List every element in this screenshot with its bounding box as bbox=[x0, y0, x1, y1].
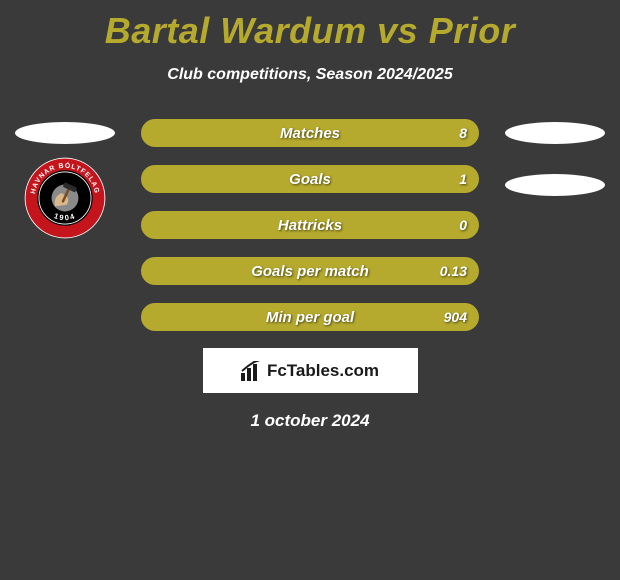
stat-value: 904 bbox=[444, 309, 467, 325]
stat-row: Matches 8 bbox=[140, 118, 480, 148]
stat-bars: Matches 8 Goals 1 Hattricks 0 Goals per … bbox=[140, 118, 480, 332]
stat-label: Min per goal bbox=[266, 309, 354, 326]
brand-text: FcTables.com bbox=[267, 361, 379, 381]
comparison-content: HAVNAR BÓLTFELAG 1904 bbox=[0, 118, 620, 431]
page-title: Bartal Wardum vs Prior bbox=[0, 0, 620, 52]
stat-label: Goals bbox=[289, 171, 331, 188]
stat-label: Goals per match bbox=[251, 263, 369, 280]
page-subtitle: Club competitions, Season 2024/2025 bbox=[0, 66, 620, 84]
stat-value: 8 bbox=[459, 125, 467, 141]
left-side-badges: HAVNAR BÓLTFELAG 1904 bbox=[10, 118, 120, 240]
stat-row: Goals per match 0.13 bbox=[140, 256, 480, 286]
stat-value: 0.13 bbox=[440, 263, 467, 279]
stat-row: Min per goal 904 bbox=[140, 302, 480, 332]
bar-chart-icon bbox=[241, 361, 263, 381]
stat-value: 1 bbox=[459, 171, 467, 187]
footer-date: 1 october 2024 bbox=[0, 411, 620, 431]
stat-value: 0 bbox=[459, 217, 467, 233]
club-badge: HAVNAR BÓLTFELAG 1904 bbox=[23, 156, 107, 240]
country-flag-oval bbox=[15, 122, 115, 144]
club-flag-oval bbox=[505, 174, 605, 196]
stat-row: Goals 1 bbox=[140, 164, 480, 194]
stat-row: Hattricks 0 bbox=[140, 210, 480, 240]
stat-label: Matches bbox=[280, 125, 340, 142]
right-side-badges bbox=[500, 118, 610, 196]
brand-box: FcTables.com bbox=[203, 348, 418, 393]
stat-label: Hattricks bbox=[278, 217, 342, 234]
country-flag-oval bbox=[505, 122, 605, 144]
